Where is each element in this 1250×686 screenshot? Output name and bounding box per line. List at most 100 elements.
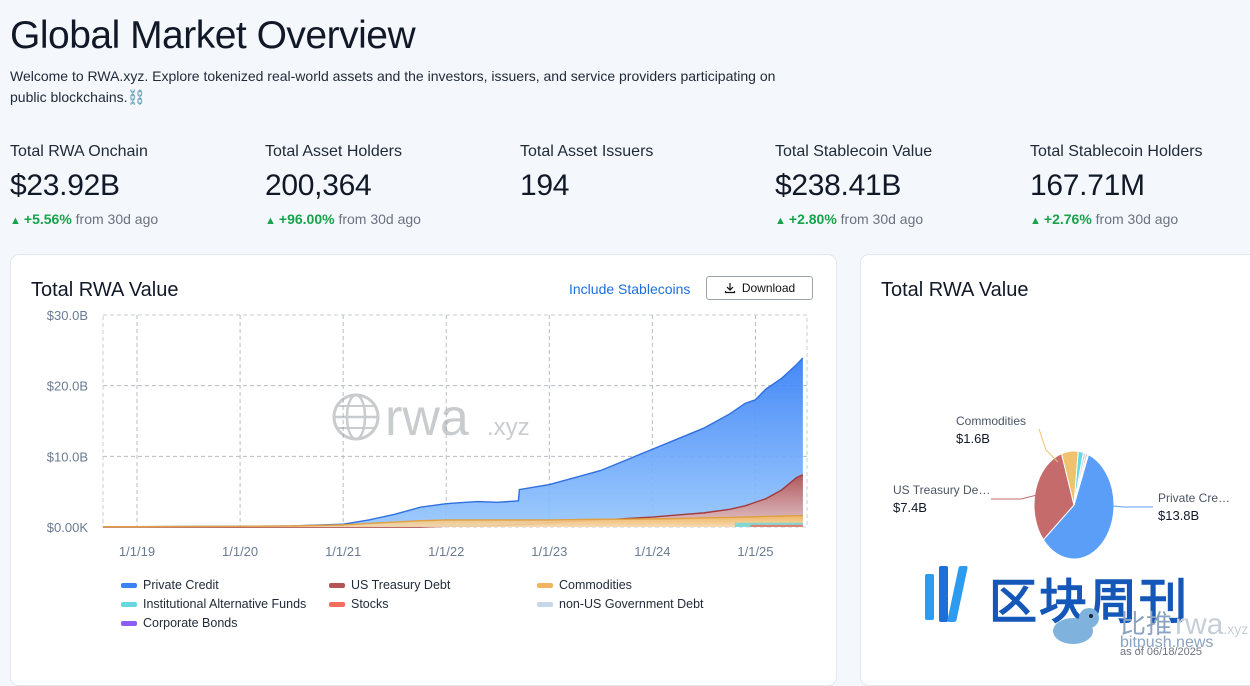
include-stablecoins-link[interactable]: Include Stablecoins [569,281,691,297]
y-tick-label: $0.00K [47,520,89,535]
stat-value: 167.71M [1030,169,1145,202]
legend-item[interactable]: Corporate Bonds [121,616,238,630]
leader-line [1103,504,1153,508]
download-icon [724,283,735,294]
chart-card-title: Total RWA Value [31,279,179,301]
area-chart: $0.00K $10.0B $20.0B $30.0B 1/1/19 1/1/20 1/1/… [47,308,808,559]
brand-name-cn-2: 比推 [1120,610,1173,640]
legend-label: Corporate Bonds [143,616,238,630]
pie-label-private-credit: Private Cre… $13.8B [1158,491,1230,523]
brand-url: bitpush.news [1120,634,1214,651]
stat-stablecoin-value: Total Stablecoin Value $238.41B ▲ +2.80% … [775,143,1015,227]
stat-change: ▲ +5.56% from 30d ago [10,211,250,227]
legend-swatch [537,601,553,607]
legend-swatch [537,582,553,588]
stat-value: 200,364 [265,169,372,202]
globe-icon [332,393,380,441]
stat-value: 194 [520,169,570,202]
pie-label-name: US Treasury De… [893,483,991,497]
pie-label-us-treasury: US Treasury De… $7.4B [893,483,990,515]
rwa-value-chart-card: Total RWA Value Include Stablecoins Down… [10,254,837,686]
commodities-series-line [103,514,803,528]
pie-chart [991,428,1153,560]
legend-item[interactable]: Private Credit [121,578,219,592]
watermark-suffix: .xyz [487,414,530,441]
stat-label: Total Stablecoin Holders [1030,143,1203,160]
change-period: from 30d ago [338,211,421,227]
stat-change: ▲ +96.00% from 30d ago [265,211,505,227]
pie-watermark: rwa.xyz [1175,608,1249,641]
leader-line [1038,428,1059,463]
download-button[interactable]: Download [706,276,813,300]
legend-label: Private Credit [143,578,219,592]
legend-label: non-US Government Debt [559,597,704,611]
page-title: Global Market Overview [10,14,416,57]
y-tick-label: $30.0B [47,308,88,323]
brand-logo-mark [925,566,975,624]
change-percent: +2.76% [1043,211,1092,227]
rwa-watermark: rwa .xyz [332,389,530,447]
x-tick-label: 1/1/25 [737,544,773,559]
stat-label: Total Asset Holders [265,143,402,160]
stat-total-rwa: Total RWA Onchain $23.92B ▲ +5.56% from 3… [10,143,250,227]
change-percent: +2.80% [788,211,837,227]
watermark-text: rwa [385,389,469,447]
stat-value: $23.92B [10,169,120,202]
stat-label: Total RWA Onchain [10,143,148,160]
x-tick-label: 1/1/22 [428,544,464,559]
legend-swatch [121,582,137,588]
commodities-series-area [103,515,803,527]
legend-swatch [121,601,137,607]
legend-label: Stocks [351,597,389,611]
up-triangle-icon: ▲ [10,215,21,227]
x-tick-label: 1/1/23 [531,544,567,559]
stat-asset-holders: Total Asset Holders 200,364 ▲ +96.00% fro… [265,143,505,227]
as-of-date: as of 06/18/2025 [1120,646,1202,658]
y-tick-label: $10.0B [47,449,88,464]
download-label: Download [741,281,796,295]
bitpush-watermark: 区块周刊 比推 bitpush.news rwa.xyz as of 06/18… [925,560,1249,672]
pie-slice [1073,453,1090,506]
legend-label: US Treasury Debt [351,578,451,592]
pie-label-value: $13.8B [1158,508,1200,523]
pie-slice [1033,452,1075,541]
stat-value: $238.41B [775,169,902,202]
legend-item[interactable]: US Treasury Debt [329,578,450,592]
stat-label: Total Stablecoin Value [775,143,933,160]
y-tick-label: $20.0B [47,379,88,394]
legend-item[interactable]: Institutional Alternative Funds [121,597,306,611]
stocks-series [750,524,803,527]
leader-line [991,494,1038,500]
up-triangle-icon: ▲ [1030,215,1041,227]
pie-label-name: Commodities [956,414,1027,428]
x-tick-label: 1/1/20 [222,544,258,559]
change-percent: +5.56% [23,211,72,227]
legend-swatch [329,582,345,588]
pie-label-name: Private Cre… [1158,491,1231,505]
stat-change: ▲ +2.80% from 30d ago [775,211,1015,227]
x-tick-label: 1/1/24 [634,544,670,559]
legend-swatch [121,620,137,626]
stat-label: Total Asset Issuers [520,143,654,160]
up-triangle-icon: ▲ [265,215,276,227]
pie-label-value: $7.4B [893,500,927,515]
legend-label: Commodities [559,578,632,592]
stat-change: ▲ +2.76% from 30d ago [1030,211,1245,227]
pie-label-commodities: Commodities $1.6B [956,414,1026,446]
change-percent: +96.00% [278,211,335,227]
pie-label-value: $1.6B [956,431,990,446]
x-tick-label: 1/1/19 [119,544,155,559]
legend-swatch [329,601,345,607]
private-credit-series-area [103,357,803,527]
stat-stablecoin-holders: Total Stablecoin Holders 167.71M ▲ +2.76%… [1030,143,1245,227]
legend-item[interactable]: non-US Government Debt [537,597,704,611]
intro-text: Welcome to RWA.xyz. Explore tokenized re… [10,68,776,105]
legend-item[interactable]: Stocks [329,597,389,611]
change-period: from 30d ago [840,211,924,227]
up-triangle-icon: ▲ [775,215,786,227]
change-period: from 30d ago [75,211,159,227]
legend-item[interactable]: Commodities [537,578,632,592]
pie-card-title: Total RWA Value [881,279,1029,301]
change-period: from 30d ago [1095,211,1179,227]
bird-icon [1053,608,1103,644]
